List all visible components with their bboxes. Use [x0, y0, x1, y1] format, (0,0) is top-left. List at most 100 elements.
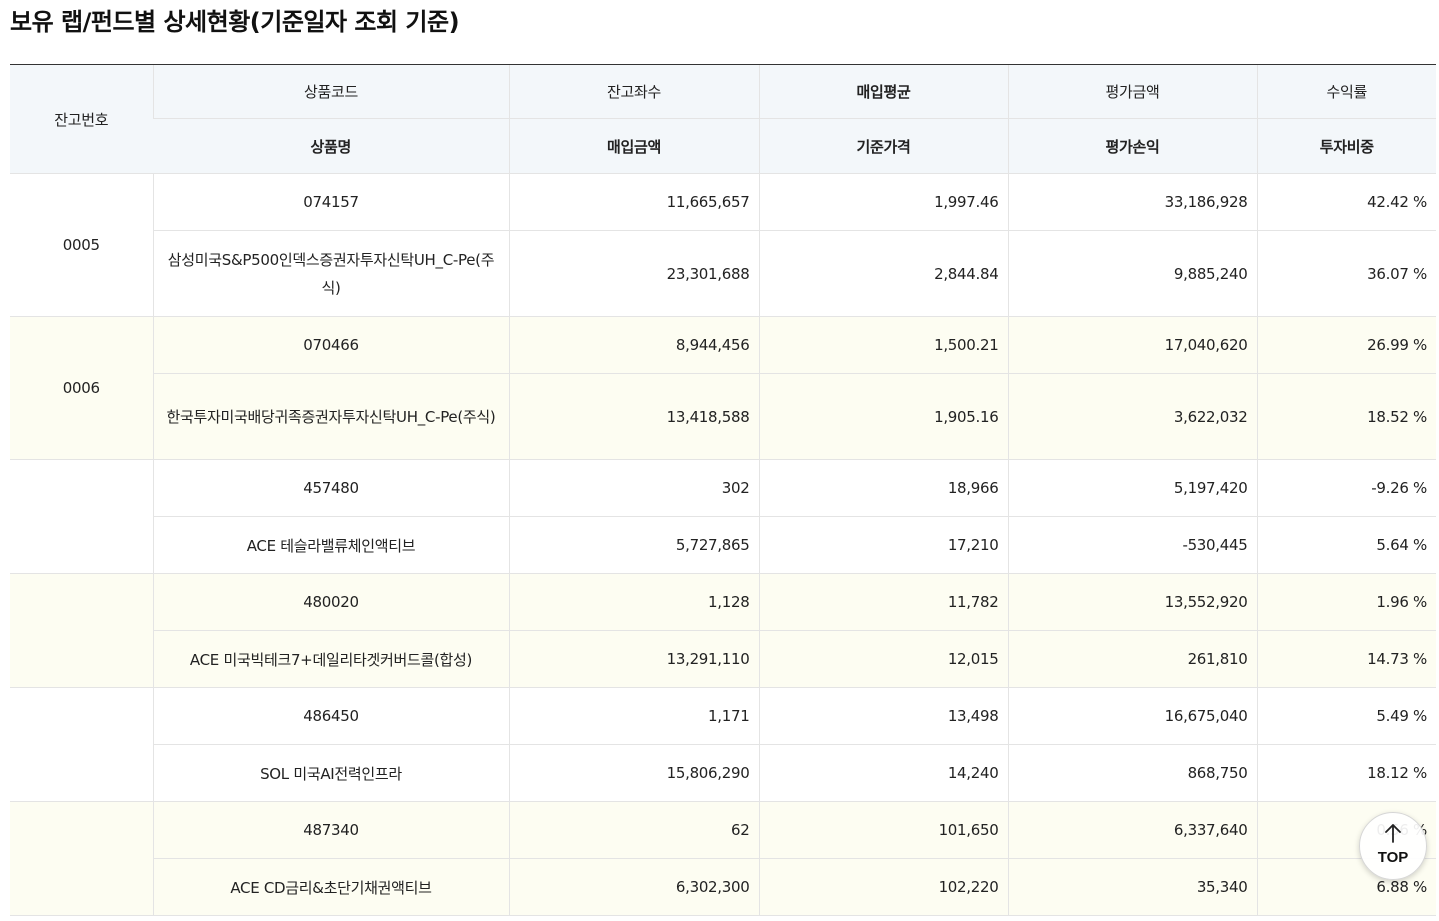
- product-code-cell: 480020: [152, 573, 509, 631]
- header-weight: 투자비중: [1256, 118, 1436, 174]
- header-avg-price: 매입평균: [758, 64, 1008, 119]
- header-base-price: 기준가격: [758, 118, 1008, 174]
- eval-pl-cell: 261,810: [1007, 630, 1257, 688]
- table-row: ACE CD금리&초단기채권액티브 6,302,300 102,220 35,3…: [10, 858, 1436, 916]
- weight-cell: 14.73 %: [1256, 630, 1436, 688]
- return-rate-cell: -9.26 %: [1256, 459, 1436, 517]
- eval-amount-cell: 33,186,928: [1007, 173, 1257, 231]
- units-cell: 1,128: [508, 573, 759, 631]
- purchase-amount-cell: 13,418,588: [508, 373, 759, 460]
- avg-price-cell: 1,500.21: [758, 316, 1008, 374]
- product-name-cell: 삼성미국S&P500인덱스증권자투자신탁UH_C-Pe(주식): [152, 230, 509, 317]
- base-price-cell: 12,015: [758, 630, 1008, 688]
- units-cell: 11,665,657: [508, 173, 759, 231]
- scroll-top-button[interactable]: TOP: [1359, 812, 1427, 880]
- header-return-rate: 수익률: [1256, 64, 1436, 119]
- product-name-cell: ACE CD금리&초단기채권액티브: [152, 858, 509, 916]
- header-product-name: 상품명: [153, 118, 509, 174]
- eval-amount-cell: 5,197,420: [1007, 459, 1257, 517]
- base-price-cell: 14,240: [758, 744, 1008, 802]
- return-rate-cell: 5.49 %: [1256, 687, 1436, 745]
- base-price-cell: 17,210: [758, 516, 1008, 574]
- holding-group-3: 480020 1,128 11,782 13,552,920 1.96 % AC…: [10, 573, 1436, 688]
- product-code-cell: 486450: [152, 687, 509, 745]
- holding-group-1: 0006 070466 8,944,456 1,500.21 17,040,62…: [10, 316, 1436, 460]
- account-no-cell: [10, 459, 153, 574]
- eval-amount-cell: 6,337,640: [1007, 801, 1257, 859]
- holding-group-0: 0005 074157 11,665,657 1,997.46 33,186,9…: [10, 173, 1436, 317]
- weight-cell: 18.12 %: [1256, 744, 1436, 802]
- table-row: ACE 테슬라밸류체인액티브 5,727,865 17,210 -530,445…: [10, 516, 1436, 574]
- weight-cell: 5.64 %: [1256, 516, 1436, 574]
- avg-price-cell: 13,498: [758, 687, 1008, 745]
- return-rate-cell: 42.42 %: [1256, 173, 1436, 231]
- eval-pl-cell: 3,622,032: [1007, 373, 1257, 460]
- eval-amount-cell: 13,552,920: [1007, 573, 1257, 631]
- weight-cell: 18.52 %: [1256, 373, 1436, 460]
- product-name-cell: ACE 미국빅테크7+데일리타겟커버드콜(합성): [152, 630, 509, 688]
- scroll-top-label: TOP: [1377, 849, 1409, 866]
- header-eval-pl: 평가손익: [1007, 118, 1257, 174]
- eval-amount-cell: 16,675,040: [1007, 687, 1257, 745]
- account-no-cell: [10, 573, 153, 688]
- holding-group-2: 457480 302 18,966 5,197,420 -9.26 % ACE …: [10, 459, 1436, 574]
- header-eval-amount: 평가금액: [1007, 64, 1257, 119]
- purchase-amount-cell: 15,806,290: [508, 744, 759, 802]
- avg-price-cell: 18,966: [758, 459, 1008, 517]
- product-name-cell: ACE 테슬라밸류체인액티브: [152, 516, 509, 574]
- eval-pl-cell: 868,750: [1007, 744, 1257, 802]
- eval-pl-cell: 35,340: [1007, 858, 1257, 916]
- product-name-cell: 한국투자미국배당귀족증권자투자신탁UH_C-Pe(주식): [152, 373, 509, 460]
- product-code-cell: 457480: [152, 459, 509, 517]
- units-cell: 1,171: [508, 687, 759, 745]
- return-rate-cell: 26.99 %: [1256, 316, 1436, 374]
- purchase-amount-cell: 23,301,688: [508, 230, 759, 317]
- weight-cell: 6.88 %: [1256, 858, 1436, 916]
- avg-price-cell: 1,997.46: [758, 173, 1008, 231]
- avg-price-cell: 101,650: [758, 801, 1008, 859]
- table-row: ACE 미국빅테크7+데일리타겟커버드콜(합성) 13,291,110 12,0…: [10, 630, 1436, 688]
- account-no-cell: [10, 687, 153, 802]
- table-row: 0005 074157 11,665,657 1,997.46 33,186,9…: [10, 173, 1436, 317]
- purchase-amount-cell: 13,291,110: [508, 630, 759, 688]
- eval-pl-cell: -530,445: [1007, 516, 1257, 574]
- return-rate-cell: 1.96 %: [1256, 573, 1436, 631]
- table-row: 한국투자미국배당귀족증권자투자신탁UH_C-Pe(주식) 13,418,588 …: [10, 373, 1436, 460]
- units-cell: 302: [508, 459, 759, 517]
- account-no-cell: [10, 801, 153, 916]
- header-purchase-amount: 매입금액: [508, 118, 759, 174]
- base-price-cell: 2,844.84: [758, 230, 1008, 317]
- table-row: 457480 302 18,966 5,197,420 -9.26 %: [10, 459, 1436, 574]
- weight-cell: 36.07 %: [1256, 230, 1436, 317]
- holding-group-5: 487340 62 101,650 6,337,640 0.56 % ACE C…: [10, 801, 1436, 916]
- avg-price-cell: 11,782: [758, 573, 1008, 631]
- table-row: 480020 1,128 11,782 13,552,920 1.96 %: [10, 573, 1436, 688]
- purchase-amount-cell: 6,302,300: [508, 858, 759, 916]
- table-row: 487340 62 101,650 6,337,640 0.56 %: [10, 801, 1436, 916]
- arrow-up-icon: [1385, 824, 1401, 843]
- product-code-cell: 487340: [152, 801, 509, 859]
- table-header: 잔고번호 상품코드 잔고좌수 매입평균 평가금액 수익률 상품명 매입금액 기준…: [10, 64, 1436, 174]
- table-row: 삼성미국S&P500인덱스증권자투자신탁UH_C-Pe(주식) 23,301,6…: [10, 230, 1436, 317]
- units-cell: 8,944,456: [508, 316, 759, 374]
- eval-pl-cell: 9,885,240: [1007, 230, 1257, 317]
- table-row: SOL 미국AI전력인프라 15,806,290 14,240 868,750 …: [10, 744, 1436, 802]
- header-product-code: 상품코드: [152, 64, 509, 119]
- product-code-cell: 074157: [152, 173, 509, 231]
- units-cell: 62: [508, 801, 759, 859]
- purchase-amount-cell: 5,727,865: [508, 516, 759, 574]
- page-title: 보유 랩/펀드별 상세현황(기준일자 조회 기준): [10, 8, 460, 36]
- table-row: 486450 1,171 13,498 16,675,040 5.49 %: [10, 687, 1436, 802]
- base-price-cell: 102,220: [758, 858, 1008, 916]
- header-account-no: 잔고번호: [10, 64, 153, 174]
- header-units: 잔고좌수: [508, 64, 759, 119]
- account-no-cell: 0005: [10, 173, 153, 317]
- base-price-cell: 1,905.16: [758, 373, 1008, 460]
- product-code-cell: 070466: [152, 316, 509, 374]
- product-name-cell: SOL 미국AI전력인프라: [152, 744, 509, 802]
- holdings-table: 잔고번호 상품코드 잔고좌수 매입평균 평가금액 수익률 상품명 매입금액 기준…: [10, 64, 1436, 916]
- holding-group-4: 486450 1,171 13,498 16,675,040 5.49 % SO…: [10, 687, 1436, 802]
- account-no-cell: 0006: [10, 316, 153, 460]
- eval-amount-cell: 17,040,620: [1007, 316, 1257, 374]
- table-row: 0006 070466 8,944,456 1,500.21 17,040,62…: [10, 316, 1436, 460]
